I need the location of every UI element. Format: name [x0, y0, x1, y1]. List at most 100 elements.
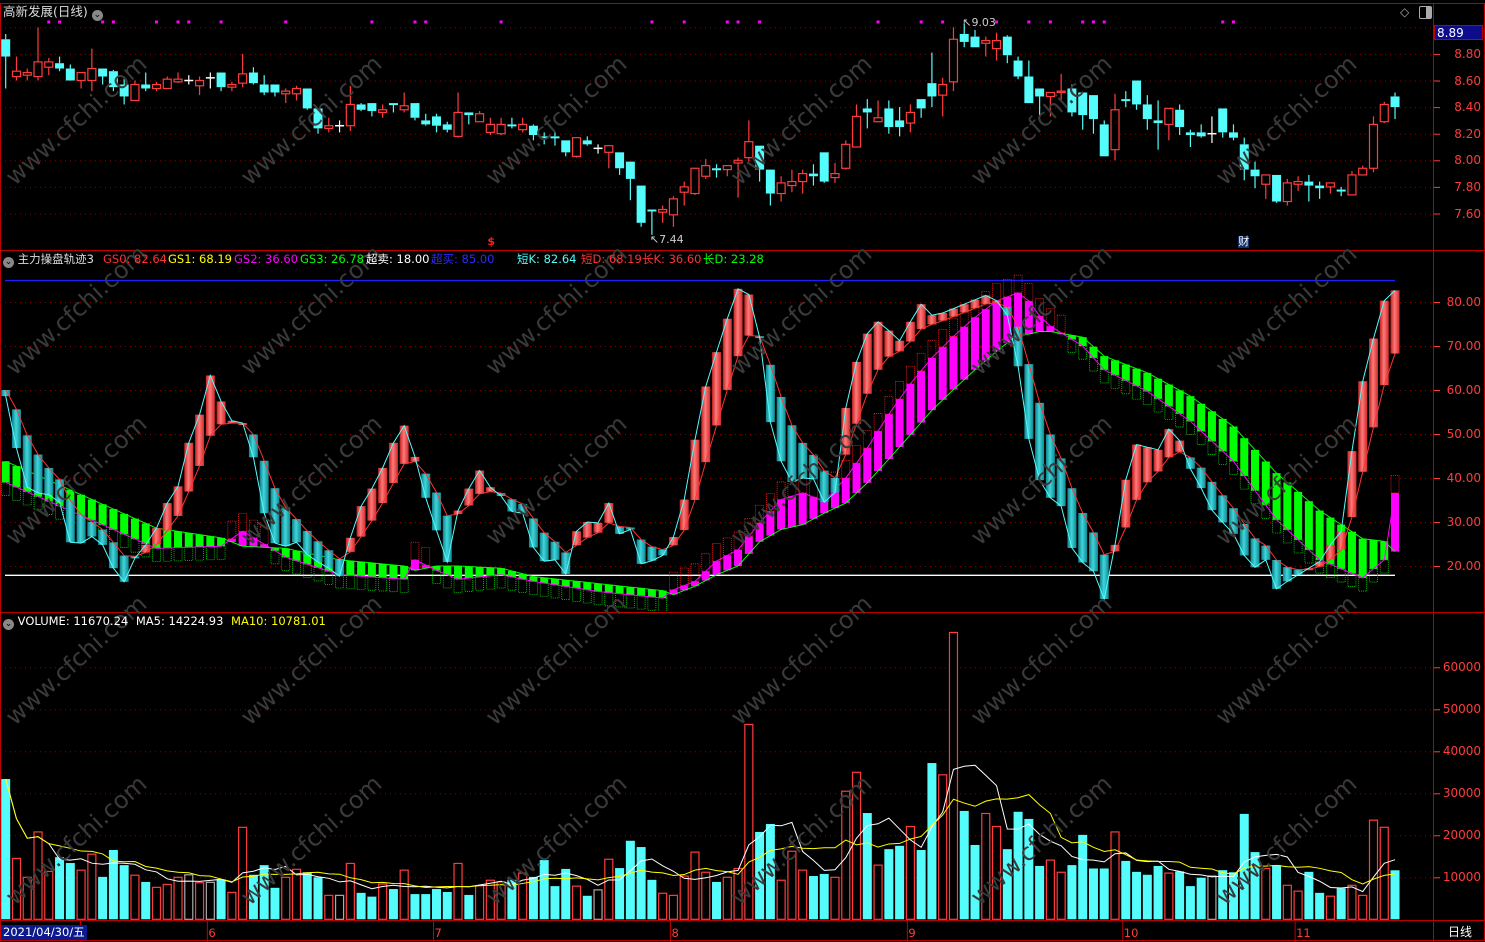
event-marker-dot	[58, 20, 62, 24]
volume-bar-up	[227, 891, 237, 920]
long-bar-falling	[550, 578, 559, 585]
volume-bar-down	[970, 844, 980, 920]
candle-body-down	[884, 108, 894, 128]
candle	[1142, 95, 1152, 130]
panel-frames	[0, 3, 1485, 942]
candle-body-down	[1, 39, 11, 57]
long-bar-falling	[1347, 531, 1356, 574]
volume-bar-up	[334, 894, 345, 920]
volume-bar-down	[1228, 872, 1238, 920]
long-bar-falling	[303, 552, 312, 565]
short-bar-up	[1358, 381, 1368, 472]
long-bar-falling	[1261, 461, 1270, 506]
long-box-dotted	[755, 504, 764, 524]
long-box-dotted	[1229, 460, 1238, 475]
grid-lines	[0, 27, 1432, 879]
candle-body-up	[44, 61, 54, 68]
long-bar-falling	[1, 461, 10, 483]
candle	[1282, 178, 1292, 206]
chevron-down-icon[interactable]: ⌄	[91, 10, 103, 21]
long-box-dotted	[722, 537, 732, 556]
volume-bar-up	[679, 875, 689, 920]
long-box-dotted	[647, 596, 657, 611]
short-bar-down	[1196, 467, 1206, 489]
long-box-dotted	[485, 575, 495, 590]
short-bar-up	[1315, 561, 1325, 567]
volume-bar-up	[787, 850, 797, 920]
volume-bar-down	[1153, 865, 1163, 920]
chevron-down-icon[interactable]: ⌄	[3, 619, 14, 630]
volume-bar-down	[356, 892, 366, 920]
candle-body-up	[162, 78, 172, 90]
short-bar-up	[841, 408, 851, 455]
candle	[722, 165, 732, 177]
candle	[1207, 116, 1217, 144]
chevron-down-icon[interactable]: ⌄	[3, 257, 14, 268]
long-bar-falling	[1240, 438, 1249, 476]
volume-bar-up	[733, 867, 743, 920]
candle-body-up	[518, 123, 528, 131]
long-bar-falling	[1121, 364, 1130, 381]
candle-body-down	[808, 173, 818, 177]
candle-body-up	[281, 90, 291, 95]
panel-toggle-icon[interactable]	[1419, 6, 1432, 19]
long-bar-rising	[820, 501, 829, 514]
event-marker-dot	[995, 20, 999, 24]
volume-bar-down	[313, 877, 323, 920]
volume-bar-down	[1035, 865, 1045, 920]
volume-bar-down	[65, 863, 75, 920]
volume-bar-down	[808, 876, 818, 920]
candle	[1379, 101, 1389, 124]
short-bar-down	[507, 499, 517, 512]
short-bar-down	[442, 515, 452, 563]
volume-bar-up	[981, 812, 991, 920]
candle	[345, 85, 355, 132]
long-bar-falling	[475, 567, 484, 577]
stock-title[interactable]: 高新发展(日线) ⌄	[3, 5, 103, 21]
indicator-value-item: GS1: 68.19	[168, 252, 232, 266]
short-bar-up	[1142, 447, 1152, 483]
indicator-name[interactable]: 主力操盘轨迹3	[17, 252, 94, 266]
diamond-icon[interactable]: ◇	[1400, 5, 1410, 19]
candle	[948, 27, 959, 92]
long-box-dotted	[841, 459, 851, 479]
long-bar-falling	[443, 566, 452, 575]
candle-body-up	[227, 83, 237, 88]
long-box-dotted	[22, 491, 32, 506]
long-bar-rising	[1014, 292, 1023, 335]
period-label[interactable]: 日线	[1448, 925, 1473, 939]
candle	[335, 120, 345, 133]
finance-marker[interactable]: 财	[1238, 235, 1250, 248]
long-box-dotted	[313, 567, 323, 582]
short-bar-up	[195, 414, 205, 466]
long-box-dotted	[776, 481, 786, 500]
candle-body-up	[604, 145, 614, 153]
candle	[432, 113, 441, 133]
long-d-line	[5, 330, 1396, 596]
volume-bar-up	[1110, 831, 1120, 920]
candle-body-down	[141, 84, 151, 89]
short-bar-down	[108, 542, 118, 569]
candle-body-down	[1078, 92, 1088, 116]
long-box-dotted	[507, 576, 517, 591]
candle	[690, 167, 700, 195]
candle	[1002, 35, 1012, 64]
short-bar-up	[205, 375, 215, 436]
long-box-dotted	[572, 587, 581, 602]
candle-body-down	[1024, 76, 1034, 104]
stock-title-text: 高新发展(日线)	[3, 4, 88, 19]
volume-bar-down	[916, 850, 926, 920]
short-bar-down	[1282, 567, 1292, 582]
candle	[991, 32, 1002, 61]
long-bar-rising	[1003, 296, 1012, 343]
volume-bar-down	[367, 896, 377, 920]
candle-body-down	[1250, 169, 1260, 177]
long-bar-falling	[1175, 390, 1184, 414]
signal-marker-s[interactable]: $	[487, 235, 495, 248]
short-bar-up	[927, 315, 937, 325]
short-bar-down	[1250, 538, 1260, 568]
candle	[1078, 92, 1088, 130]
candle	[862, 99, 872, 129]
candle-body-up	[194, 79, 205, 87]
long-box-dotted	[1358, 577, 1368, 592]
